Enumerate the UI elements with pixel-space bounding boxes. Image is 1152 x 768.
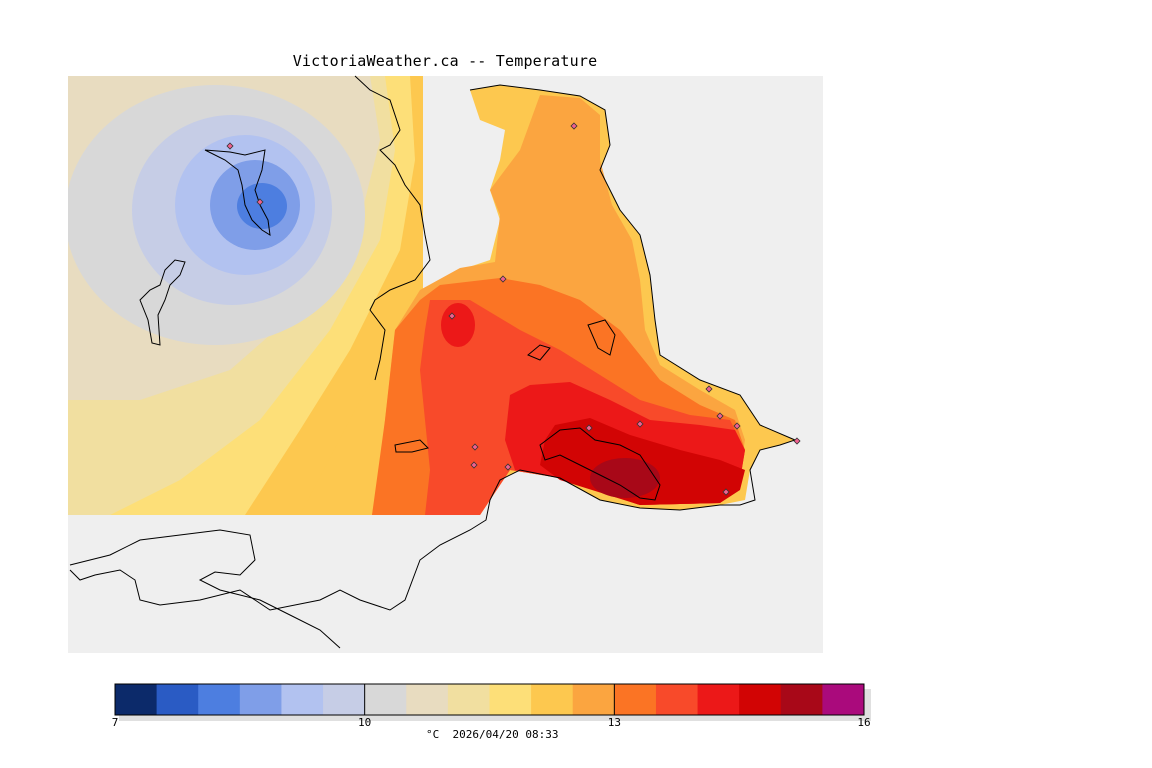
weather-stations (226, 122, 801, 496)
station-marker (716, 412, 724, 420)
legend-tick-label: 7 (111, 716, 119, 729)
station-marker (570, 122, 578, 130)
station-marker (504, 463, 512, 471)
west-island-coastline (69, 529, 341, 649)
station-marker (722, 488, 730, 496)
station-marker (471, 443, 479, 451)
station-marker (793, 437, 801, 445)
peninsula-coastline (69, 84, 797, 611)
station-marker (705, 385, 713, 393)
station-marker (448, 312, 456, 320)
station-marker (636, 420, 644, 428)
station-marker (256, 198, 264, 206)
legend-tick-label: 10 (358, 716, 372, 729)
inlet-outline (139, 259, 186, 346)
legend-footer: °C 2026/04/20 08:33 (426, 728, 558, 741)
unit-label: °C (426, 728, 440, 741)
timestamp: 2026/04/20 08:33 (452, 728, 559, 741)
mainland-coastline (354, 75, 431, 381)
harbour-outline (539, 427, 661, 501)
coastlines (69, 75, 797, 649)
small-island-3 (587, 319, 616, 356)
station-marker (226, 142, 234, 150)
small-island-2 (527, 344, 551, 361)
station-marker (585, 424, 593, 432)
west-temperature-field (68, 76, 423, 515)
legend-tick-label: 13 (607, 716, 621, 729)
station-marker (499, 275, 507, 283)
station-marker (733, 422, 741, 430)
map-title: VictoriaWeather.ca -- Temperature (292, 52, 598, 70)
station-marker (470, 461, 478, 469)
legend-tick-label: 16 (857, 716, 871, 729)
lake-outline (204, 149, 271, 236)
small-island-1 (394, 439, 429, 453)
east-temperature-field (372, 85, 795, 515)
